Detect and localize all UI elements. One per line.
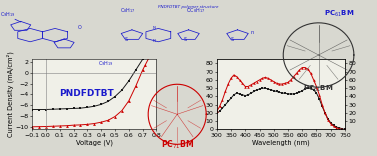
Text: PNDFDTBT: PNDFDTBT: [60, 89, 114, 98]
Text: C$_9$H$_{19}$: C$_9$H$_{19}$: [98, 59, 113, 68]
Text: C$_8$H$_{17}$: C$_8$H$_{17}$: [120, 6, 136, 15]
Text: OC$_8$H$_{17}$: OC$_8$H$_{17}$: [186, 6, 206, 15]
Text: n: n: [251, 30, 254, 35]
Text: C$_9$H$_{19}$: C$_9$H$_{19}$: [0, 10, 15, 19]
Text: PC$_{61}$BM: PC$_{61}$BM: [303, 83, 334, 94]
X-axis label: Wavelength (nm): Wavelength (nm): [252, 139, 310, 146]
X-axis label: Voltage (V): Voltage (V): [76, 139, 113, 146]
Text: N: N: [153, 39, 156, 43]
Text: PNDFDTBT polymer structure: PNDFDTBT polymer structure: [158, 5, 219, 9]
Text: O: O: [77, 25, 81, 30]
Text: S: S: [125, 37, 128, 42]
Text: N: N: [153, 26, 156, 30]
Text: PC$_{71}$BM: PC$_{71}$BM: [161, 138, 194, 151]
Text: S: S: [183, 37, 186, 42]
Y-axis label: Current Density (mA/cm²): Current Density (mA/cm²): [7, 51, 14, 137]
Text: S: S: [230, 37, 233, 42]
Text: PC$_{61}$BM: PC$_{61}$BM: [324, 9, 354, 19]
